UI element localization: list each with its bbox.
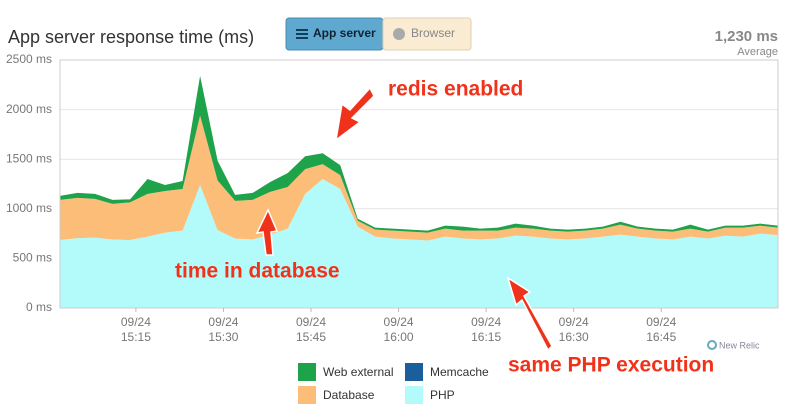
legend-label: PHP [430, 388, 455, 402]
legend-swatch [298, 363, 316, 381]
x-tick-label: 09/24 15:45 [296, 315, 326, 344]
x-tick-label: 09/24 15:30 [208, 315, 238, 344]
x-tick-label: 09/24 15:15 [121, 315, 151, 344]
arrow [255, 208, 279, 256]
plot-frame [59, 59, 779, 309]
tab-icon [296, 29, 308, 39]
tab-browser[interactable] [382, 17, 472, 51]
legend-swatch [405, 386, 423, 404]
summary-value: 1,230 ms [715, 28, 778, 45]
annotation: redis enabled [388, 78, 523, 101]
annotation: time in database [175, 260, 340, 283]
tab-label[interactable]: Browser [411, 26, 455, 40]
summary-label: Average [737, 46, 778, 58]
arrow [506, 276, 553, 352]
arrow [334, 86, 375, 142]
legend-swatch [405, 363, 423, 381]
tab-icon [393, 28, 405, 40]
x-tick-label: 09/24 16:00 [384, 315, 414, 344]
legend-label: Database [323, 388, 375, 402]
y-tick-label: 0 ms [26, 300, 52, 314]
y-tick-label: 2500 ms [6, 52, 52, 66]
area [60, 179, 778, 308]
y-tick-label: 1500 ms [6, 151, 52, 165]
chart-title: App server response time (ms) [8, 27, 254, 47]
y-tick-label: 2000 ms [6, 102, 52, 116]
x-tick-label: 09/24 16:45 [646, 315, 676, 344]
legend-label: Web external [323, 365, 393, 379]
legend-swatch [298, 386, 316, 404]
y-tick-label: 1000 ms [6, 201, 52, 215]
y-tick-label: 500 ms [13, 251, 52, 265]
brand: New Relic [719, 340, 760, 350]
annotation: same PHP execution [508, 354, 714, 377]
brand-icon [707, 340, 717, 350]
tab-label[interactable]: App server [313, 26, 376, 40]
x-tick-label: 09/24 16:30 [559, 315, 589, 344]
area [60, 115, 778, 241]
legend-label: Memcache [430, 365, 489, 379]
x-tick-label: 09/24 16:15 [471, 315, 501, 344]
